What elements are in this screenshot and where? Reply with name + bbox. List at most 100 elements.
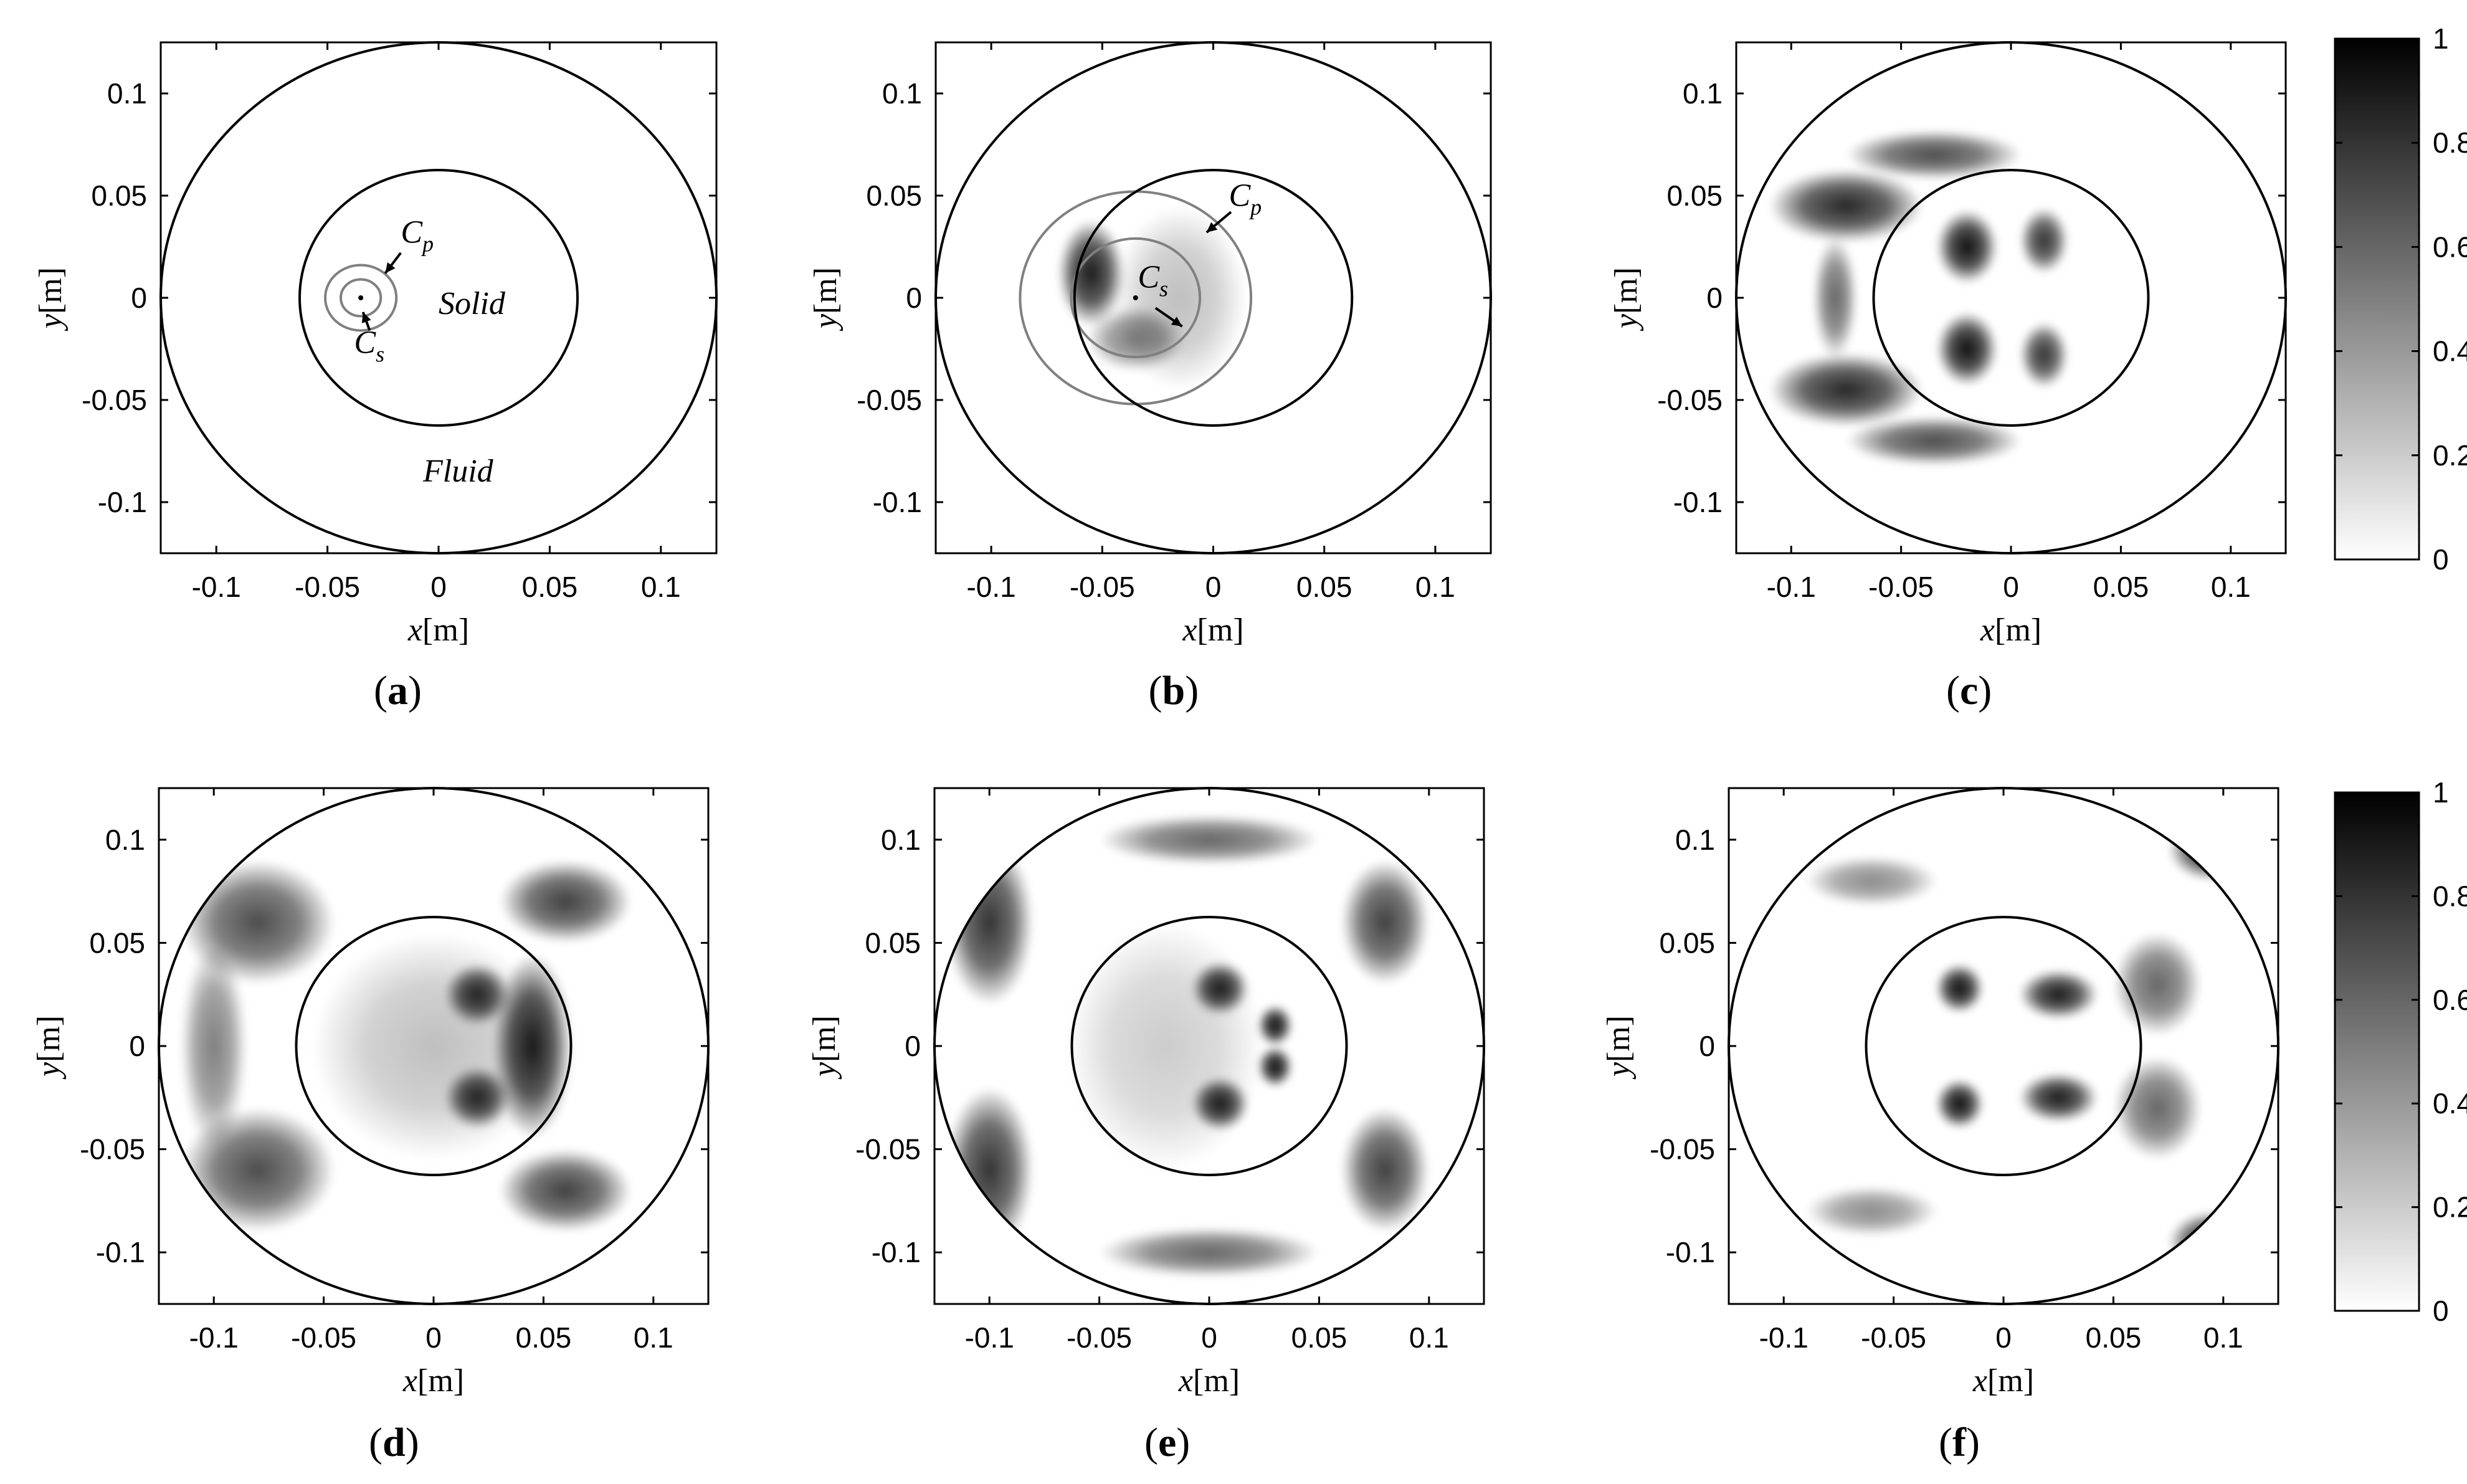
x-tick-label: -0.05 <box>1861 1321 1926 1354</box>
x-axis-unit: [m] <box>1987 1363 2034 1399</box>
y-axis-label: y[m] <box>31 1015 67 1080</box>
field-lobe <box>2113 1056 2202 1160</box>
wavefront-cs-circle <box>1070 237 1202 359</box>
y-tick-label: -0.05 <box>82 384 147 416</box>
x-tick-label: 0.05 <box>2093 571 2149 603</box>
wavefront-cp-circle <box>324 264 398 332</box>
arrow-head <box>1171 316 1182 326</box>
x-axis-label: x[m] <box>1182 612 1243 648</box>
x-axis-label: x[m] <box>1980 612 2042 648</box>
y-tick-label: -0.1 <box>1673 486 1723 518</box>
y-tick-label: 0 <box>1699 1030 1715 1062</box>
x-tick-label: 0.1 <box>2211 571 2251 603</box>
field-lobe <box>499 1149 632 1232</box>
x-tick-label: 0 <box>1205 571 1222 603</box>
field-lobe <box>181 943 247 1149</box>
x-axis-var: x <box>1182 612 1197 648</box>
field-lobe <box>1257 1046 1293 1088</box>
x-tick-label: 0 <box>2003 571 2019 603</box>
x-tick-label: -0.05 <box>1070 571 1135 603</box>
panel-label-d: (d) <box>369 1420 419 1465</box>
colorbar-tick-label: 0.6 <box>2433 231 2467 263</box>
field-lobe <box>312 932 555 1160</box>
y-tick-label: 0.1 <box>1683 77 1723 110</box>
field-lobe <box>1113 206 1247 390</box>
y-tick-label: -0.1 <box>98 486 147 518</box>
y-axis-label: y[m] <box>33 267 69 331</box>
field-lobe <box>945 839 1034 1005</box>
x-tick-label: -0.05 <box>295 571 360 603</box>
cs-label: Cs <box>1138 260 1168 302</box>
y-tick-label: 0 <box>906 282 922 314</box>
x-tick-label: 0.05 <box>1291 1321 1348 1354</box>
colorbar-tick-label: 0.2 <box>2433 439 2467 472</box>
y-tick-label: -0.1 <box>872 1236 921 1268</box>
field-lobe <box>1341 860 1429 984</box>
panel-a: -0.1 -0.05 0 0.05 0.10.10.050-0.05-0.1x[m]y[… <box>33 41 718 713</box>
field-lobe <box>1846 130 2022 179</box>
y-axis-var: y <box>1601 1062 1637 1080</box>
y-axis-var: y <box>33 313 69 331</box>
colorbar: 0 0.2 0.4 0.6 0.8 1 <box>2334 776 2467 1327</box>
x-tick-label: -0.1 <box>1759 1321 1809 1354</box>
y-tick-label: -0.1 <box>96 1236 145 1268</box>
y-tick-label: 0.1 <box>107 77 147 110</box>
field-b <box>1058 206 1247 390</box>
field-lobe <box>1099 815 1319 865</box>
field-lobe <box>945 1087 1034 1253</box>
y-axis-unit: [m] <box>807 1015 842 1062</box>
field-c <box>1769 130 2068 465</box>
colorbar-tick-label: 0 <box>2433 543 2449 576</box>
x-tick-label: -0.05 <box>1868 571 1934 603</box>
field-lobe <box>1769 353 1923 427</box>
x-tick-label: -0.1 <box>189 1321 239 1354</box>
x-tick-label: -0.05 <box>1067 1321 1132 1354</box>
y-tick-label: 0.05 <box>89 926 145 959</box>
y-axis-var: y <box>1609 313 1644 331</box>
field-lobe <box>1257 1004 1293 1046</box>
x-axis-label: x[m] <box>1972 1363 2034 1399</box>
y-axis-label: y[m] <box>808 267 844 331</box>
x-tick-label: 0.1 <box>641 571 681 603</box>
y-tick-label: -0.05 <box>1650 1133 1715 1166</box>
inner-circle <box>298 169 579 427</box>
inner-circle <box>1070 916 1348 1176</box>
x-tick-label: -0.05 <box>291 1321 356 1354</box>
y-tick-label: 0 <box>905 1030 921 1062</box>
y-tick-label: 0.05 <box>866 179 922 212</box>
panel-label-b: (b) <box>1149 668 1199 713</box>
panel-d: -0.1 -0.05 0 0.05 0.10.10.050-0.05-0.1x[m]y[… <box>31 787 710 1465</box>
y-tick-label: -0.05 <box>855 1133 921 1166</box>
y-axis-var: y <box>808 313 844 331</box>
colorbar-tick-label: 1 <box>2433 776 2449 809</box>
x-axis-unit: [m] <box>417 1363 464 1399</box>
y-axis-label: y[m] <box>1609 267 1644 331</box>
x-tick-label: 0.05 <box>522 571 578 603</box>
y-tick-label: 0.05 <box>91 179 147 212</box>
panel-label-e: (e) <box>1144 1420 1190 1465</box>
x-tick-label: -0.1 <box>192 571 241 603</box>
y-axis-unit: [m] <box>31 1015 67 1062</box>
colorbar-gradient <box>2334 791 2420 1312</box>
arrow-head <box>361 312 371 323</box>
colorbar-tick-label: 0.8 <box>2433 880 2467 912</box>
field-lobe <box>1936 209 1998 284</box>
x-tick-label: 0.1 <box>1415 571 1455 603</box>
panel-label-f: (f) <box>1939 1420 1980 1465</box>
y-tick-label: 0.1 <box>881 824 921 856</box>
field-lobe <box>1805 1186 1938 1236</box>
field-lobe <box>1066 922 1265 1170</box>
y-tick-label: -0.05 <box>80 1133 145 1166</box>
field-lobe <box>2020 207 2068 273</box>
inner-circle <box>1872 169 2150 427</box>
colorbar: 0 0.2 0.4 0.6 0.8 1 <box>2334 22 2467 576</box>
x-axis-var: x <box>407 612 422 648</box>
x-tick-label: 0 <box>1201 1321 1217 1354</box>
y-axis-label: y[m] <box>807 1015 842 1080</box>
x-tick-label: 0.1 <box>2203 1321 2243 1354</box>
field-lobe <box>1935 1078 1984 1129</box>
y-tick-label: 0.05 <box>1659 926 1715 959</box>
field-lobe <box>499 860 632 943</box>
y-tick-label: -0.1 <box>873 486 922 518</box>
field-lobe <box>1813 236 1858 359</box>
